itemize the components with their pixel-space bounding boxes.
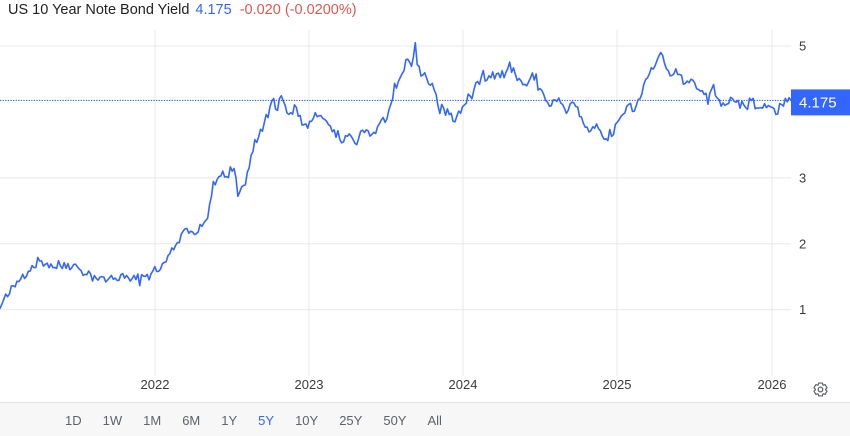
svg-text:2022: 2022 [141,377,170,392]
svg-text:3: 3 [799,170,806,185]
svg-text:4.175: 4.175 [799,94,837,111]
svg-text:2025: 2025 [603,377,632,392]
svg-text:1: 1 [799,302,806,317]
svg-text:2026: 2026 [758,377,787,392]
svg-text:2023: 2023 [295,377,324,392]
svg-text:2024: 2024 [449,377,478,392]
svg-text:2: 2 [799,236,806,251]
svg-text:5: 5 [799,39,806,54]
